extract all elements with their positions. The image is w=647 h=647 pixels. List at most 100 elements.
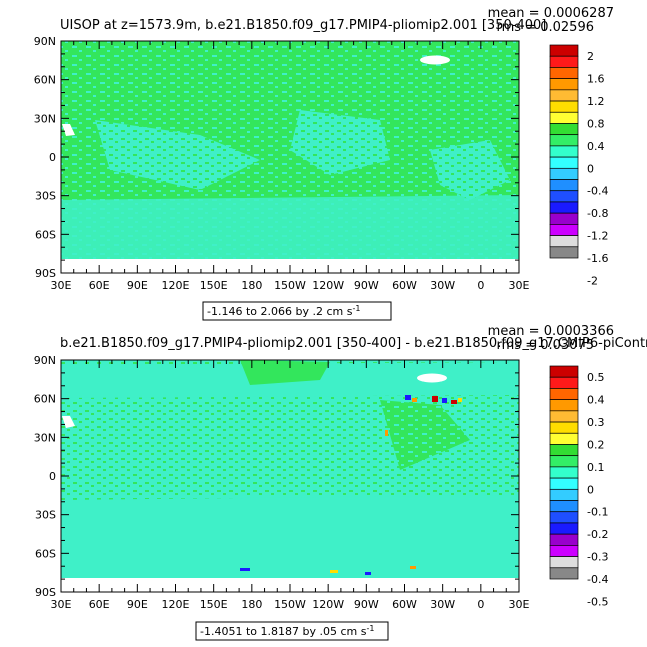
southern-ocean-region [61,195,519,259]
anomaly-speck [365,572,371,575]
colorbar-swatch [549,67,579,79]
lat-tick-label: 30N [34,431,56,444]
lon-tick-label: 60E [89,279,110,292]
lon-tick-label: 30W [430,598,455,611]
lon-tick-label: 150E [200,279,228,292]
colorbar-swatch [549,410,579,423]
missing-data-patch [62,416,75,428]
panel-1-mean: mean = 0.0006287 [488,6,614,21]
lat-tick-label: 60S [35,228,56,241]
lon-tick-label: 30E [51,279,72,292]
lat-tick-label: 0 [49,151,56,164]
atlantic-region [380,400,470,470]
colorbar-label: 0.4 [587,394,605,407]
anomaly-speck [240,568,250,571]
lon-tick-label: 90W [354,598,379,611]
anomaly-speck [330,570,338,573]
lat-ticks: 90N 60N 30N 0 30S 60S 90S [34,35,519,280]
panel-1: UISOP at z=1573.9m, b.e21.B1850.f09_g17.… [34,6,614,321]
colorbar-swatch [549,212,579,225]
range-label: -1.146 to 2.066 by .2 cm s-1 [207,304,360,318]
anomaly-speck [410,566,416,569]
colorbar-label: 0.5 [587,371,605,384]
lon-tick-label: 30E [51,598,72,611]
colorbar-label: 0 [587,483,594,496]
colorbar-label: -0.1 [587,506,608,519]
missing-data-patch [62,124,75,136]
colorbar-swatch [549,145,579,158]
lon-ticks: 30E 60E 90E 120E 150E 180 150W 120W 90W 60W 30W 0 30… [51,360,530,611]
colorbar-swatch [549,421,579,434]
colorbar-swatch [549,201,579,214]
colorbar-swatch [549,134,579,147]
panel-1-colorbar: 2 1.6 1.2 0.8 0.4 0 -0.4 -0.8 -1.2 -1.6 -2 [549,44,608,287]
colorbar-label: 0.8 [587,117,605,130]
lon-tick-label: 90E [127,598,148,611]
lon-tick-label: 60W [392,279,417,292]
lon-tick-label: 150W [274,279,306,292]
anomaly-speck [451,400,457,404]
anomaly-speck [385,430,388,436]
colorbar-swatch [549,432,579,445]
lon-tick-label: 180 [241,598,262,611]
colorbar-swatch [549,246,579,259]
colorbar-swatch [549,123,579,136]
colorbar-swatch [549,235,579,248]
lat-ticks: 90N 60N 30N 0 30S 60S 90S [34,354,519,599]
lon-tick-label: 120E [162,598,190,611]
colorbar-label: -0.5 [587,595,608,608]
colorbar-label: -0.2 [587,528,608,541]
lat-tick-label: 90S [35,267,56,280]
colorbar-swatch [549,500,579,513]
colorbar-swatch [549,522,579,535]
colorbar-swatch [549,567,579,580]
lon-tick-label: 90W [354,279,379,292]
anomaly-speck [432,396,438,402]
panel-2-mean: mean = 0.0003366 [488,324,614,339]
anomaly-speck [405,395,411,400]
lon-tick-label: 120E [162,279,190,292]
pacific-region [290,110,390,175]
colorbar-swatch [549,488,579,501]
panel-2-map [60,359,520,593]
colorbar-label: 0.1 [587,461,605,474]
lon-tick-label: 30E [509,279,530,292]
panel-1-title: UISOP at z=1573.9m, b.e21.B1850.f09_g17.… [60,18,546,33]
panel-2: b.e21.B1850.f09_g17.PMIP4-pliomip2.001 [… [34,324,647,641]
colorbar-swatch [549,455,579,468]
panel-2-title: b.e21.B1850.f09_g17.PMIP4-pliomip2.001 [… [60,336,647,351]
colorbar-label: -2 [587,274,598,287]
lon-tick-label: 60E [89,598,110,611]
anomaly-speck [458,398,462,402]
colorbar-swatch [549,55,579,68]
indian-ocean-region [95,120,260,190]
colorbar-label: 1.6 [587,73,605,86]
colorbar-swatch [549,556,579,569]
colorbar-label: -1.6 [587,252,608,265]
colorbar-label: -1.2 [587,230,608,243]
lat-tick-label: 0 [49,470,56,483]
panel-2-range-box: -1.4051 to 1.8187 by .05 cm s-1 [195,621,389,641]
lat-tick-label: 90N [34,35,56,48]
colorbar-swatch [549,89,579,102]
lat-tick-label: 30S [35,190,56,203]
colorbar-swatch [549,477,579,490]
colorbar-swatch [549,545,579,557]
colorbar-swatch [549,111,579,124]
panel-1-range-box: -1.146 to 2.066 by .2 cm s-1 [202,301,392,321]
panel-1-map [60,40,520,274]
colorbar-swatch [549,224,579,236]
lon-tick-label: 90E [127,279,148,292]
lon-tick-label: 150E [200,598,228,611]
colorbar-label: -0.4 [587,185,608,198]
lat-tick-label: 30S [35,509,56,522]
colorbar-swatch [549,376,579,389]
lon-tick-label: 120W [312,279,344,292]
lon-tick-label: 30W [430,279,455,292]
colorbar-swatch [549,365,579,378]
colorbar-label: -0.4 [587,573,608,586]
anomaly-speck [412,398,417,402]
lat-tick-label: 60S [35,547,56,560]
lat-tick-label: 60N [34,74,56,87]
